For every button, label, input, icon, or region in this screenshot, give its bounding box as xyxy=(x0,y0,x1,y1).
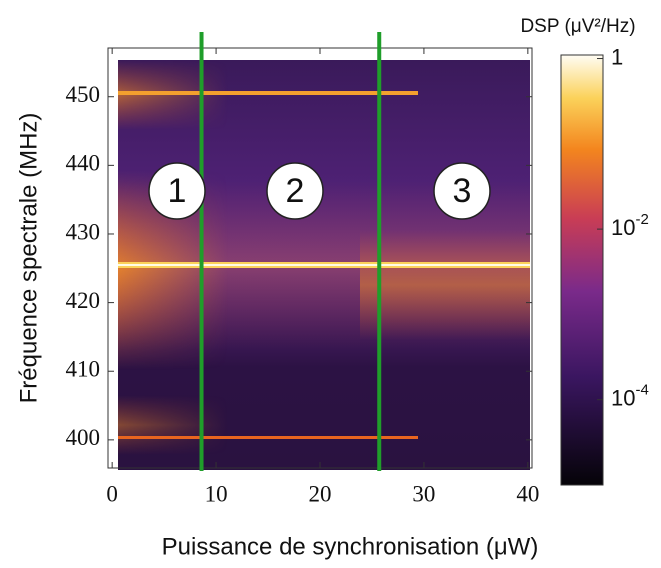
colorbar-title: DSP (μV²/Hz) xyxy=(520,16,635,37)
y-tick-label: 410 xyxy=(66,357,101,382)
colorbar-tick-label: 10-4 xyxy=(611,382,649,411)
region-label: 3 xyxy=(453,172,472,210)
y-tick-label: 430 xyxy=(66,219,101,244)
y-tick-label: 450 xyxy=(66,82,101,107)
x-tick-label: 10 xyxy=(205,481,228,506)
heatmap xyxy=(118,60,530,470)
colorbar xyxy=(560,54,604,486)
y-tick-label: 420 xyxy=(66,288,101,313)
region-circle xyxy=(148,162,206,220)
region-label: 1 xyxy=(168,172,187,210)
x-axis-label: Puissance de synchronisation (μW) xyxy=(162,533,539,560)
x-tick-label: 0 xyxy=(106,481,118,506)
y-axis-label: Fréquence spectrale (MHz) xyxy=(15,113,42,404)
colorbar-tick-label: 10-2 xyxy=(611,211,649,240)
y-tick-label: 440 xyxy=(66,151,101,176)
region-label: 2 xyxy=(286,172,305,210)
colorbar-tick-label: 1 xyxy=(611,44,623,69)
region-circle xyxy=(266,162,324,220)
y-tick-label: 400 xyxy=(66,425,101,450)
x-tick-label: 20 xyxy=(309,481,332,506)
region-circle xyxy=(433,162,491,220)
x-tick-label: 40 xyxy=(516,481,539,506)
x-tick-label: 30 xyxy=(412,481,435,506)
